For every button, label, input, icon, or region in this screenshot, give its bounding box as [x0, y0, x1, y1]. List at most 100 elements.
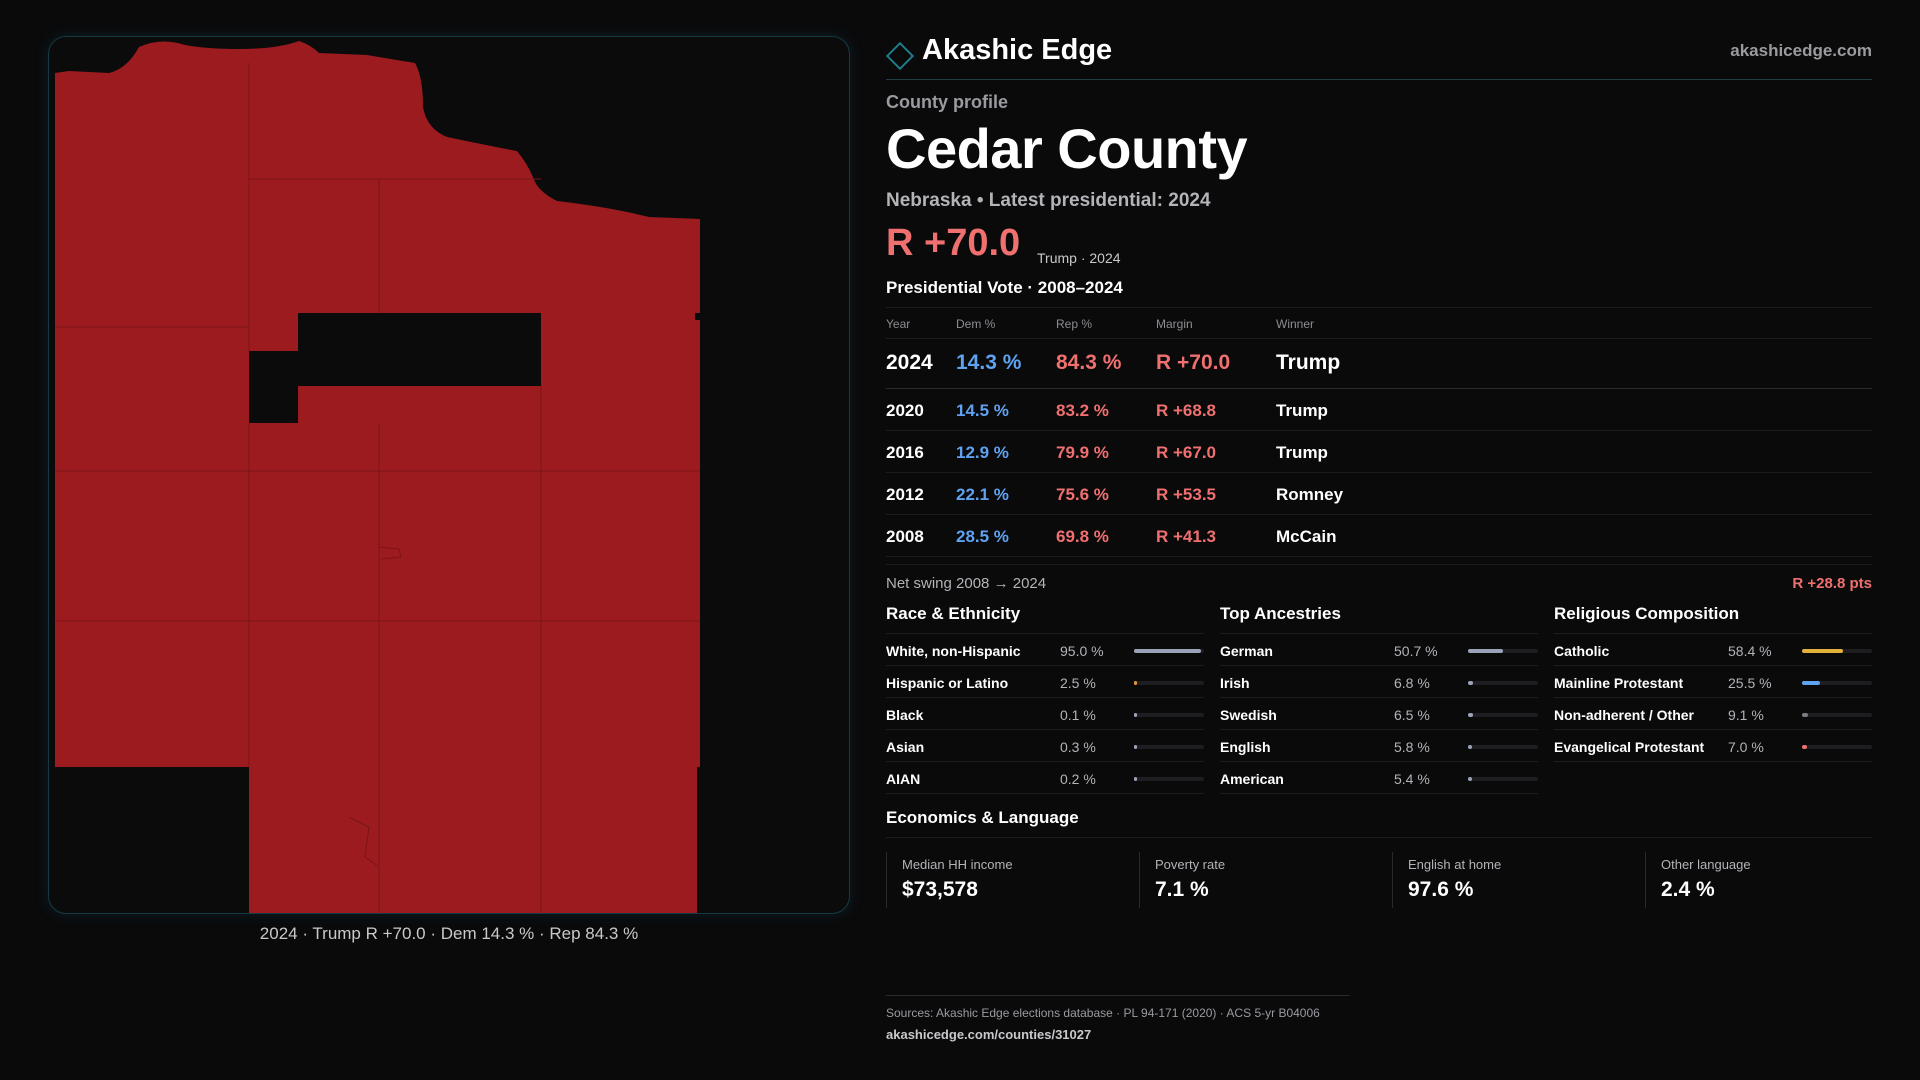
- sources-footer: Sources: Akashic Edge elections database…: [886, 995, 1350, 1042]
- item-label: Mainline Protestant: [1554, 675, 1684, 691]
- row-year: 2008: [886, 527, 924, 546]
- row-rep: 84.3 %: [1056, 351, 1122, 374]
- row-margin: R +68.8: [1156, 401, 1217, 420]
- list-item: AIAN 0.2 %: [886, 762, 1204, 794]
- share-bar-fill: [1134, 777, 1137, 781]
- stat-tile: Poverty rate 7.1 %: [1139, 852, 1379, 908]
- item-value: 2.5 %: [1060, 675, 1096, 691]
- economics-title: Economics & Language: [886, 808, 1872, 838]
- table-row: 2020 14.5 % 83.2 % R +68.8 Trump: [886, 389, 1872, 431]
- list-item: Swedish 6.5 %: [1220, 698, 1538, 730]
- county-url-link[interactable]: akashicedge.com/counties/31027: [886, 1027, 1092, 1042]
- share-bar-track: [1134, 681, 1204, 685]
- row-margin: R +53.5: [1156, 485, 1217, 504]
- item-label: English: [1220, 739, 1271, 755]
- religion-section: Religious Composition Catholic 58.4 % Main…: [1554, 602, 1872, 762]
- share-bar-fill: [1468, 681, 1473, 685]
- header-winner: Winner: [1276, 317, 1315, 331]
- row-margin: R +67.0: [1156, 443, 1217, 462]
- list-item: Evangelical Protestant 7.0 %: [1554, 730, 1872, 762]
- net-swing: Net swing 2008 → 2024 R +28.8 pts: [886, 564, 1872, 594]
- share-bar-track: [1468, 745, 1538, 749]
- list-item: White, non-Hispanic 95.0 %: [886, 634, 1204, 666]
- list-item: Mainline Protestant 25.5 %: [1554, 666, 1872, 698]
- row-rep: 83.2 %: [1056, 401, 1109, 420]
- share-bar-track: [1802, 713, 1872, 717]
- ancestries-title: Top Ancestries: [1220, 602, 1538, 634]
- share-bar-fill: [1468, 713, 1473, 717]
- share-bar-track: [1468, 713, 1538, 717]
- row-dem: 12.9 %: [956, 443, 1009, 462]
- row-winner: Trump: [1276, 351, 1341, 374]
- list-item: English 5.8 %: [1220, 730, 1538, 762]
- item-label: American: [1220, 771, 1284, 787]
- county-map[interactable]: [48, 36, 850, 914]
- share-bar-track: [1468, 777, 1538, 781]
- row-winner: McCain: [1276, 527, 1337, 546]
- share-bar-fill: [1802, 681, 1820, 685]
- row-winner: Romney: [1276, 485, 1344, 504]
- stat-tile: Other language 2.4 %: [1645, 852, 1885, 908]
- share-bar-fill: [1468, 649, 1504, 653]
- item-value: 6.8 %: [1394, 675, 1430, 691]
- share-bar-fill: [1802, 649, 1843, 653]
- row-rep: 69.8 %: [1056, 527, 1109, 546]
- net-swing-value: R +28.8 pts: [1792, 575, 1872, 592]
- sources-text: Sources: Akashic Edge elections database…: [886, 1006, 1320, 1020]
- list-item: Irish 6.8 %: [1220, 666, 1538, 698]
- map-caption: 2024 · Trump R +70.0 · Dem 14.3 % · Rep …: [259, 924, 639, 943]
- stat-value: 97.6 %: [1408, 878, 1474, 901]
- stat-value: 2.4 %: [1661, 878, 1715, 901]
- header: Akashic Edge akashicedge.com: [885, 30, 1872, 80]
- vote-table-header: Year Dem % Rep % Margin Winner: [886, 308, 1872, 339]
- share-bar-fill: [1468, 777, 1472, 781]
- item-label: White, non-Hispanic: [886, 643, 1021, 659]
- item-value: 5.8 %: [1394, 739, 1430, 755]
- item-value: 0.3 %: [1060, 739, 1096, 755]
- share-bar-track: [1802, 745, 1872, 749]
- stat-label: Other language: [1661, 857, 1751, 872]
- race-ethnicity-section: Race & Ethnicity White, non-Hispanic 95.0…: [886, 602, 1204, 794]
- page-kicker: County profile: [886, 92, 1008, 112]
- item-label: Asian: [886, 739, 925, 755]
- share-bar-track: [1468, 649, 1538, 653]
- item-value: 95.0 %: [1060, 643, 1104, 659]
- site-link[interactable]: akashicedge.com: [1730, 41, 1872, 60]
- share-bar-track: [1802, 649, 1872, 653]
- item-value: 7.0 %: [1728, 739, 1764, 755]
- list-item: Non-adherent / Other 9.1 %: [1554, 698, 1872, 730]
- row-year: 2020: [886, 401, 924, 420]
- table-row: 2012 22.1 % 75.6 % R +53.5 Romney: [886, 473, 1872, 515]
- vote-section-title: Presidential Vote · 2008–2024: [886, 278, 1123, 297]
- item-label: Evangelical Protestant: [1554, 739, 1705, 755]
- item-label: Hispanic or Latino: [886, 675, 1009, 691]
- item-value: 0.1 %: [1060, 707, 1096, 723]
- header-margin: Margin: [1156, 317, 1193, 331]
- list-item: Black 0.1 %: [886, 698, 1204, 730]
- religion-title: Religious Composition: [1554, 602, 1872, 634]
- item-label: Irish: [1220, 675, 1250, 691]
- latest-margin-note: Trump · 2024: [1037, 250, 1121, 266]
- share-bar-fill: [1468, 745, 1473, 749]
- diamond-logo-icon: [885, 41, 915, 71]
- row-winner: Trump: [1276, 443, 1328, 462]
- share-bar-fill: [1134, 713, 1137, 717]
- item-value: 5.4 %: [1394, 771, 1430, 787]
- county-map-svg: [55, 41, 700, 913]
- vote-table: Year Dem % Rep % Margin Winner 2024 14.3…: [886, 307, 1872, 557]
- share-bar-track: [1134, 777, 1204, 781]
- share-bar-fill: [1134, 681, 1137, 685]
- ancestries-section: Top Ancestries German 50.7 % Irish 6.8 % Swe…: [1220, 602, 1538, 794]
- row-year: 2012: [886, 485, 924, 504]
- share-bar-fill: [1802, 713, 1809, 717]
- stat-tile: English at home 97.6 %: [1392, 852, 1632, 908]
- stat-label: English at home: [1408, 857, 1502, 872]
- share-bar-track: [1468, 681, 1538, 685]
- stat-label: Poverty rate: [1155, 857, 1226, 872]
- latest-margin: R +70.0: [886, 222, 1021, 264]
- table-row: 2024 14.3 % 84.3 % R +70.0 Trump: [886, 339, 1872, 389]
- race-ethnicity-title: Race & Ethnicity: [886, 602, 1204, 634]
- header-year: Year: [886, 317, 911, 331]
- net-swing-label: Net swing 2008 → 2024: [886, 575, 1047, 592]
- list-item: Catholic 58.4 %: [1554, 634, 1872, 666]
